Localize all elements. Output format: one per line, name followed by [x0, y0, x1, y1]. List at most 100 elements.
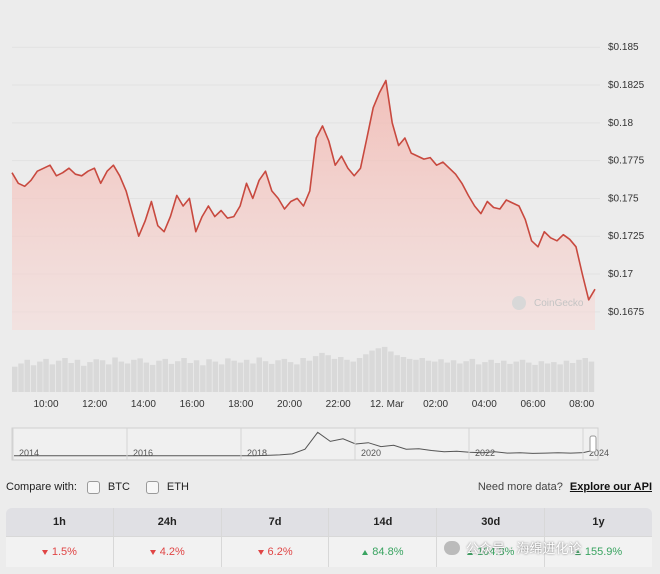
navigator-tick-label: 2018	[247, 448, 267, 458]
x-tick-label: 12:00	[82, 399, 107, 410]
volume-bar	[156, 360, 162, 392]
y-tick-label: $0.1825	[608, 80, 645, 91]
volume-bar	[243, 359, 250, 392]
down-arrow-icon	[41, 549, 48, 555]
down-arrow-icon	[149, 549, 156, 555]
volume-bar	[375, 348, 382, 392]
api-promo: Need more data? Explore our API	[478, 481, 652, 493]
volume-bar	[68, 363, 74, 392]
volume-bar	[532, 364, 538, 392]
change-cell: 84.8%	[329, 537, 438, 567]
checkbox-box[interactable]	[145, 480, 159, 494]
performance-value-row: 1.5% 4.2% 6.2% 84.8% 104.3% 155.9%	[6, 536, 652, 567]
volume-bar	[507, 363, 513, 392]
change-cell: 155.9%	[545, 537, 652, 567]
volume-bar	[363, 354, 369, 392]
volume-bar	[37, 361, 43, 392]
volume-bar	[256, 357, 262, 392]
volume-bar	[576, 359, 582, 392]
change-value: 104.3%	[477, 546, 515, 558]
compare-bar: Compare with: BTC ETH Need more data? Ex…	[6, 478, 652, 496]
volume-bar	[55, 360, 62, 392]
volume-bar	[124, 363, 131, 392]
y-tick-label: $0.185	[608, 42, 639, 53]
volume-bar	[475, 364, 482, 392]
volume-bar	[87, 362, 93, 392]
volume-bar	[175, 361, 181, 392]
range-navigator[interactable]: 2014 2016 2018 2020 2022 2024	[11, 427, 609, 461]
up-arrow-icon	[362, 549, 369, 555]
volume-bar	[425, 360, 432, 392]
compare-btc-checkbox[interactable]: BTC	[86, 480, 130, 494]
explore-api-link[interactable]: Explore our API	[569, 481, 652, 493]
volume-bar	[400, 357, 407, 392]
volume-bar	[338, 357, 344, 392]
volume-bar	[231, 360, 237, 392]
navigator-frame	[11, 427, 599, 461]
volume-bar	[563, 360, 570, 392]
volume-bar	[494, 363, 501, 392]
volume-bar	[262, 361, 269, 392]
volume-bar	[294, 364, 300, 392]
x-tick-label: 04:00	[472, 399, 497, 410]
x-axis: 10:00 12:00 14:00 16:00 18:00 20:00 22:00 12. M…	[33, 399, 594, 410]
volume-bar	[557, 364, 563, 392]
volume-bar	[281, 358, 288, 392]
change-value: 1.5%	[51, 546, 77, 558]
period-header: 24h	[114, 508, 222, 536]
navigator-axis: 2014 2016 2018 2020 2022 2024	[12, 428, 609, 460]
compare-btc-label: BTC	[107, 481, 130, 493]
x-tick-label: 16:00	[180, 399, 205, 410]
compare-eth-checkbox[interactable]: ETH	[145, 480, 189, 494]
coingecko-watermark: CoinGecko	[534, 298, 584, 309]
volume-bar	[551, 362, 557, 392]
wechat-watermark-text: 公众号 · 海绵进化论	[466, 541, 582, 556]
volume-bar	[24, 359, 30, 392]
volume-bar	[406, 358, 413, 392]
volume-bar	[463, 361, 469, 392]
down-arrow-icon	[257, 549, 264, 555]
volume-bar	[381, 346, 388, 392]
volume-bar	[106, 364, 112, 392]
volume-bar	[306, 360, 313, 392]
volume-bar	[149, 364, 156, 392]
navigator-tick-label: 2016	[133, 448, 153, 458]
checkbox-box[interactable]	[86, 480, 100, 494]
period-header: 14d	[329, 508, 438, 536]
volume-bar	[212, 361, 219, 392]
volume-bar	[81, 365, 87, 392]
volume-bar	[469, 358, 476, 392]
volume-bar	[193, 360, 200, 392]
navigator-tick-label: 2014	[19, 448, 39, 458]
volume-bar	[143, 362, 150, 392]
volume-bar	[269, 363, 275, 392]
volume-bar	[432, 361, 438, 392]
price-chart: $0.185 $0.1825 $0.18 $0.1775 $0.175 $0.1725 $0…	[11, 42, 645, 461]
volume-bar	[200, 365, 206, 392]
volume-bar	[287, 362, 294, 392]
change-cell: 6.2%	[222, 537, 330, 567]
navigator-line	[14, 431, 597, 457]
period-header: 1y	[592, 516, 605, 528]
volume-bar	[538, 361, 545, 392]
volume-bar	[218, 364, 225, 392]
volume-bar	[457, 363, 463, 392]
y-tick-label: $0.175	[608, 193, 639, 204]
x-tick-label: 22:00	[326, 399, 351, 410]
change-cell: 4.2%	[114, 537, 222, 567]
volume-bar	[438, 359, 444, 392]
wechat-icon	[444, 540, 460, 555]
volume-bar	[394, 355, 400, 392]
change-value: 155.9%	[584, 546, 623, 558]
change-value: 84.8%	[372, 546, 404, 558]
change-cell: 1.5%	[6, 537, 114, 567]
y-tick-label: $0.1775	[608, 156, 645, 167]
volume-bar	[93, 359, 99, 392]
volume-bar	[275, 360, 281, 392]
volume-bar	[450, 360, 457, 392]
x-tick-label: 08:00	[569, 399, 594, 410]
volume-bar	[582, 358, 588, 392]
navigator-handle[interactable]	[589, 435, 597, 453]
volume-bar	[350, 361, 356, 392]
volume-bar	[388, 351, 394, 392]
